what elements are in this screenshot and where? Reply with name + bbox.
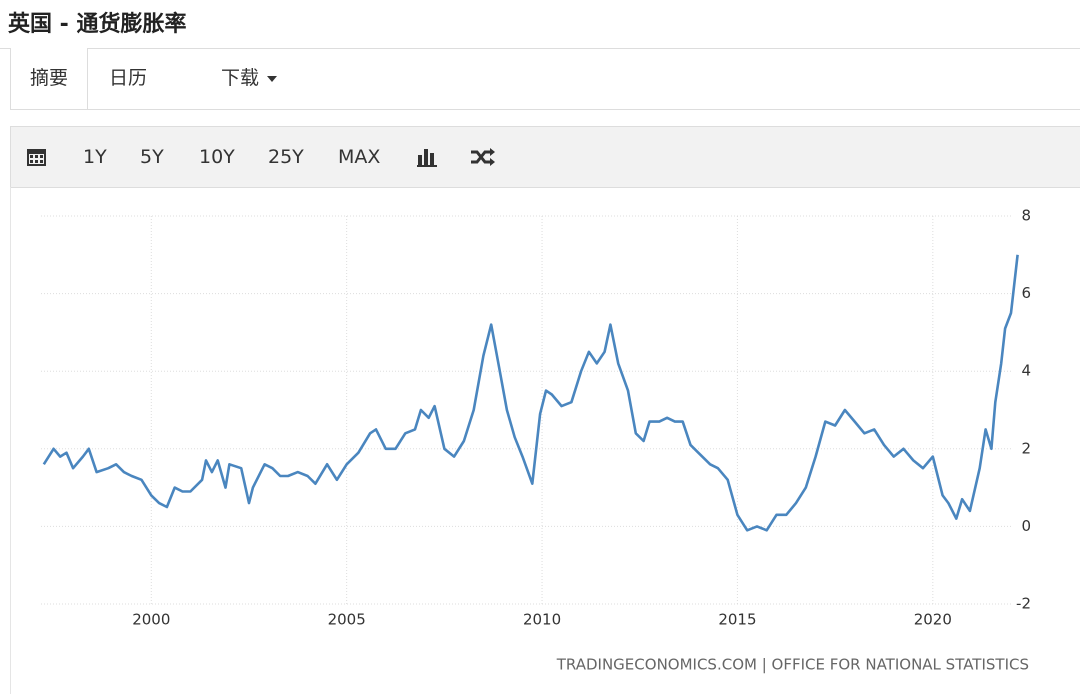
x-tick-label: 2015 [718,611,756,629]
tab[interactable]: 日历 [109,67,148,89]
calendar-icon[interactable] [26,146,48,167]
source-text: TRADINGECONOMICS.COM | OFFICE FOR NATION… [556,656,1029,674]
range-button[interactable]: 10Y [199,146,235,168]
data-line [42,254,1019,532]
x-tick-label: 2010 [523,611,561,629]
tab-dropdown[interactable]: 下载 [221,48,278,109]
y-tick-label: 2 [1021,439,1031,457]
page-title: 英国 - 通货膨胀率 [8,12,187,37]
shuffle-icon[interactable] [470,147,496,167]
x-tick-label: 2000 [132,611,170,629]
tab-label: 下载 [221,67,260,89]
toolbar: 1Y 5Y 10Y 25Y MAX [10,126,1080,188]
x-tick-label: 2005 [328,611,366,629]
tab[interactable]: 摘要 [10,48,88,109]
y-tick-label: 8 [1021,207,1031,225]
range-button[interactable]: 1Y [83,146,107,168]
y-tick-label: -2 [1016,595,1031,613]
divider [0,48,1080,49]
range-button[interactable]: MAX [338,146,381,168]
caret-icon [267,75,278,82]
x-tick-label: 2020 [914,611,952,629]
y-tick-label: 6 [1021,284,1031,302]
chart-type-icon[interactable] [417,147,439,167]
y-tick-label: 0 [1021,517,1031,535]
range-button[interactable]: 5Y [140,146,164,168]
chart-area: TRADINGECONOMICS.COM | OFFICE FOR NATION… [10,187,1080,694]
tab-bar: 摘要 日历 下载 [10,48,1080,110]
y-tick-label: 4 [1021,362,1031,380]
chart: TRADINGECONOMICS.COM | OFFICE FOR NATION… [41,207,1031,674]
range-button[interactable]: 25Y [268,146,304,168]
